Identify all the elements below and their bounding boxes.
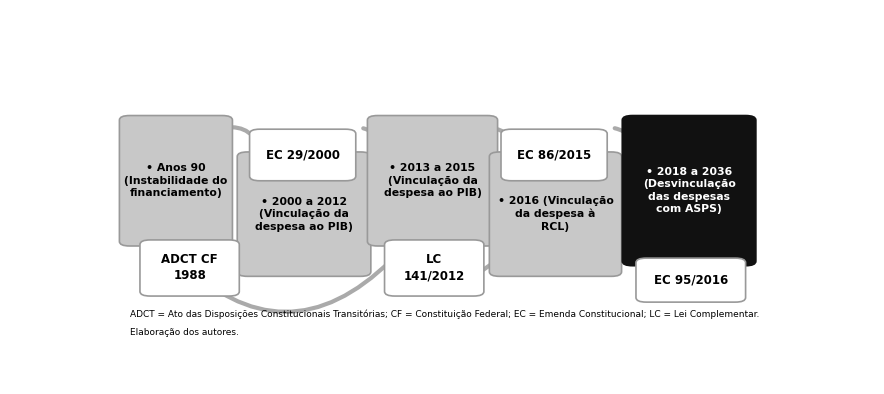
FancyBboxPatch shape — [140, 240, 240, 296]
FancyBboxPatch shape — [490, 152, 621, 276]
FancyBboxPatch shape — [249, 129, 355, 181]
FancyBboxPatch shape — [501, 129, 607, 181]
Text: ADCT CF
1988: ADCT CF 1988 — [161, 253, 218, 282]
Text: • 2000 a 2012
(Vinculação da
despesa ao PIB): • 2000 a 2012 (Vinculação da despesa ao … — [255, 197, 353, 232]
FancyBboxPatch shape — [636, 258, 745, 302]
Text: EC 29/2000: EC 29/2000 — [266, 149, 339, 162]
Text: ADCT = Ato das Disposições Constitucionais Transitórias; CF = Constituição Feder: ADCT = Ato das Disposições Constituciona… — [130, 310, 759, 319]
FancyBboxPatch shape — [622, 115, 756, 266]
FancyBboxPatch shape — [385, 240, 484, 296]
Text: • Anos 90
(Instabilidade do
financiamento): • Anos 90 (Instabilidade do financiament… — [125, 164, 227, 198]
Text: • 2016 (Vinculação
da despesa à
RCL): • 2016 (Vinculação da despesa à RCL) — [498, 197, 613, 232]
Text: • 2018 a 2036
(Desvinculação
das despesas
com ASPS): • 2018 a 2036 (Desvinculação das despesa… — [643, 167, 735, 214]
Text: EC 95/2016: EC 95/2016 — [653, 273, 728, 286]
Text: LC
141/2012: LC 141/2012 — [404, 253, 465, 282]
FancyBboxPatch shape — [368, 115, 498, 246]
Text: • 2013 a 2015
(Vinculação da
despesa ao PIB): • 2013 a 2015 (Vinculação da despesa ao … — [384, 164, 482, 198]
Text: Elaboração dos autores.: Elaboração dos autores. — [130, 328, 239, 337]
FancyBboxPatch shape — [237, 152, 371, 276]
FancyBboxPatch shape — [119, 115, 232, 246]
Text: EC 86/2015: EC 86/2015 — [517, 149, 591, 162]
